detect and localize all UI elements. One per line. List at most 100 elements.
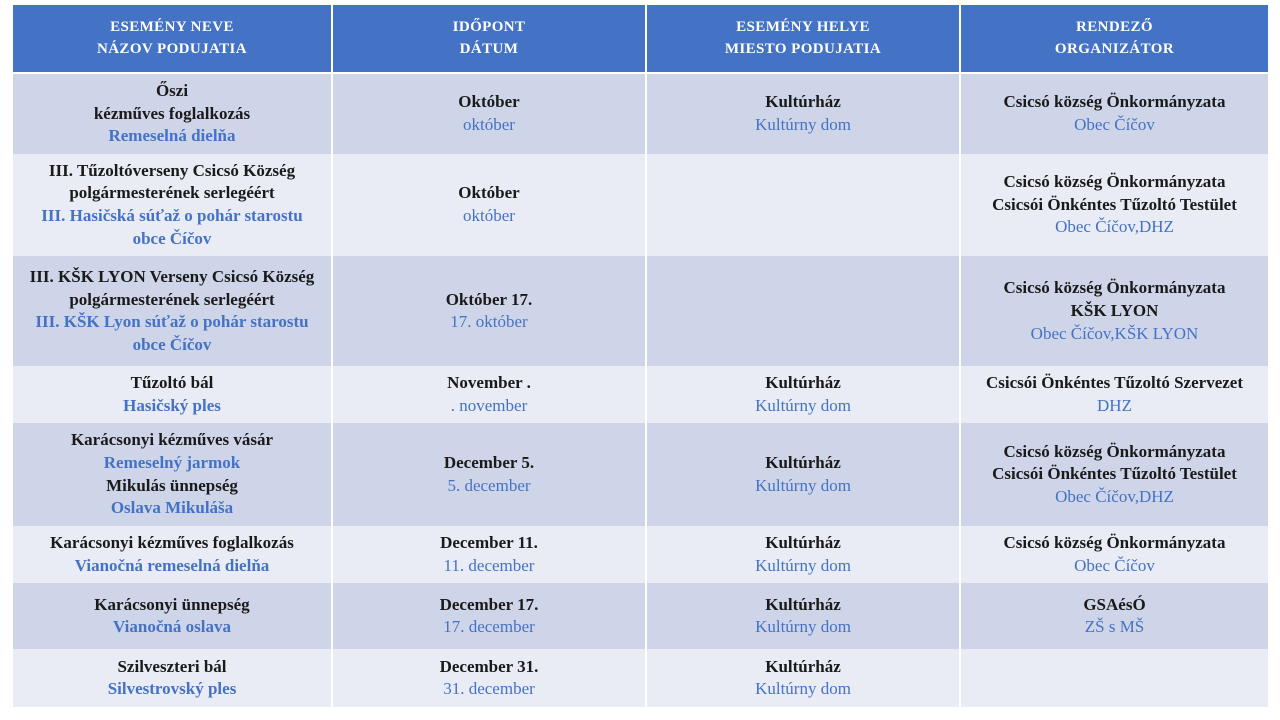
- event-name-cell: Karácsonyi kézműves vásár Remeselný jarmo…: [13, 423, 331, 526]
- event-place-cell-hu-text: Kultúrház: [765, 656, 841, 676]
- col-header-place-sk: MIESTO PODUJATIA: [724, 40, 882, 57]
- event-organizer-cell-hu-text: Csicsó község Önkormányzata: [1003, 278, 1226, 298]
- table-row: Karácsonyi ünnepség Vianočná oslava Decemb…: [13, 583, 1268, 650]
- event-date-cell-sk-text: 5. december: [447, 475, 531, 495]
- event-name-cell-hu-text: Karácsonyi kézműves foglalkozás: [50, 532, 294, 552]
- table-body: Őszi kézműves foglalkozás Remeselná dielňa…: [13, 74, 1268, 708]
- table-row: III. Tűzoltóverseny Csicsó Község polgár…: [13, 153, 1268, 257]
- event-organizer-cell: Csicsó község Önkormányzata Obec Číčov: [961, 74, 1268, 154]
- event-date-cell-hu-text: December 31.: [439, 656, 539, 676]
- event-name-cell-hu-text: Tűzoltó bál: [130, 373, 214, 393]
- events-table: ESEMÉNY NEVE NÁZOV PODUJATIA IDŐPONT DÁT…: [13, 5, 1268, 708]
- event-name-cell-hu-text: Őszi: [155, 81, 189, 100]
- event-date-cell: Október október: [333, 74, 645, 154]
- event-organizer-cell-sk-text: Obec Číčov,DHZ: [1055, 487, 1174, 506]
- event-name-cell: Tűzoltó bál Hasičský ples: [13, 366, 331, 424]
- event-place-cell-sk-text: Kultúrny dom: [755, 395, 851, 415]
- event-organizer-cell-hu-text: Csicsói Önkéntes Tűzoltó Testület: [992, 464, 1237, 484]
- event-organizer-cell-hu-text: Csicsó község Önkormányzata: [1003, 172, 1226, 192]
- event-organizer-cell-sk-text: Obec Číčov: [1074, 114, 1155, 134]
- event-place-cell: Kultúrház Kultúrny dom: [647, 366, 959, 424]
- event-name-cell-hu-text: III. Tűzoltóverseny Csicsó Község polgár…: [48, 160, 296, 203]
- event-date-cell-hu-text: December 11.: [440, 532, 538, 552]
- event-date-cell: December 31. 31. december: [333, 649, 645, 708]
- event-date-cell-hu-text: Október 17.: [445, 289, 533, 309]
- event-organizer-cell: [961, 649, 1268, 708]
- event-name-cell-sk-text: Silvestrovský ples: [107, 679, 237, 699]
- event-date-cell: Október 17. 17. október: [333, 256, 645, 367]
- event-name-cell: III. Tűzoltóverseny Csicsó Község polgár…: [13, 153, 331, 257]
- event-organizer-cell-sk-text: DHZ: [1097, 395, 1132, 415]
- event-organizer-cell: Csicsó község Önkormányzata KŠK LYON Obec …: [961, 256, 1268, 367]
- event-place-cell-sk-text: Kultúrny dom: [755, 555, 851, 575]
- event-name-cell-sk-text: Remeselný jarmok: [103, 453, 241, 473]
- event-place-cell-hu-text: Kultúrház: [765, 594, 841, 614]
- event-organizer-cell-sk-text: Obec Číčov: [1074, 555, 1155, 575]
- event-organizer-cell-hu-text: GSAésÓ: [1083, 594, 1146, 614]
- event-place-cell-hu-text: Kultúrház: [765, 453, 841, 473]
- event-organizer-cell-sk-text: Obec Číčov,KŠK LYON: [1030, 323, 1199, 343]
- table-row: Őszi kézműves foglalkozás Remeselná dielňa…: [13, 74, 1268, 154]
- event-place-cell-hu-text: Kultúrház: [765, 92, 841, 112]
- event-date-cell: December 11. 11. december: [333, 525, 645, 584]
- col-header-event-name-hu: ESEMÉNY NEVE: [110, 18, 234, 35]
- event-organizer-cell-sk-text: ZŠ s MŠ: [1084, 617, 1145, 637]
- event-place-cell: Kultúrház Kultúrny dom: [647, 525, 959, 584]
- event-place-cell-sk-text: Kultúrny dom: [755, 475, 851, 495]
- event-date-cell-hu-text: Október: [458, 92, 520, 112]
- event-date-cell-sk-text: 17. december: [443, 617, 535, 637]
- event-date-cell-sk-text: október: [463, 114, 515, 134]
- col-header-date-sk: DÁTUM: [459, 40, 519, 57]
- event-date-cell-sk-text: 11. december: [443, 555, 535, 575]
- col-header-date: IDŐPONT DÁTUM: [333, 5, 645, 72]
- col-header-organizer-sk: ORGANIZÁTOR: [1054, 40, 1175, 57]
- event-date-cell-hu-text: Október: [458, 183, 520, 203]
- event-date-cell-hu-text: December 17.: [439, 594, 539, 614]
- event-name-cell-sk-text: Vianočná oslava: [113, 617, 231, 637]
- event-organizer-cell-hu-text: Csicsó község Önkormányzata: [1003, 92, 1226, 112]
- event-place-cell: [647, 256, 959, 367]
- event-place-cell: Kultúrház Kultúrny dom: [647, 649, 959, 708]
- event-organizer-cell: Csicsó község Önkormányzata Csicsói Önkén…: [961, 153, 1268, 257]
- event-date-cell: December 5. 5. december: [333, 423, 645, 526]
- event-date-cell: November .. november: [333, 366, 645, 424]
- event-name-cell-sk-text: III. Hasičská súťaž o pohár starostu obc…: [41, 206, 303, 248]
- event-name-cell: III. KŠK LYON Verseny Csicsó Község polg…: [13, 256, 331, 367]
- event-date-cell: Október október: [333, 153, 645, 257]
- table-row: Tűzoltó bál Hasičský ples November .. nove…: [13, 366, 1268, 424]
- table-row: Karácsonyi kézműves vásár Remeselný jarmo…: [13, 423, 1268, 526]
- event-name-cell-sk-text: Oslava Mikuláša: [110, 498, 234, 518]
- table-header: ESEMÉNY NEVE NÁZOV PODUJATIA IDŐPONT DÁT…: [13, 5, 1268, 72]
- event-date-cell-hu-text: December 5.: [443, 453, 535, 473]
- event-name-cell: Szilveszteri bál Silvestrovský ples: [13, 649, 331, 708]
- event-place-cell: [647, 153, 959, 257]
- event-name-cell-sk-text: Remeselná dielňa: [108, 126, 236, 146]
- col-header-place: ESEMÉNY HELYE MIESTO PODUJATIA: [647, 5, 959, 72]
- event-organizer-cell: Csicsó község Önkormányzata Csicsói Önkén…: [961, 423, 1268, 526]
- event-organizer-cell: Csicsói Önkéntes Tűzoltó Szervezet DHZ: [961, 366, 1268, 424]
- event-name-cell-sk-text: Vianočná remeselná dielňa: [74, 555, 270, 575]
- event-name-cell-hu-text: Szilveszteri bál: [117, 656, 227, 676]
- event-date-cell-hu-text: November .: [447, 373, 531, 393]
- event-organizer-cell: Csicsó község Önkormányzata Obec Číčov: [961, 525, 1268, 584]
- event-date-cell: December 17. 17. december: [333, 583, 645, 650]
- event-place-cell: Kultúrház Kultúrny dom: [647, 74, 959, 154]
- event-name-cell: Karácsonyi ünnepség Vianočná oslava: [13, 583, 331, 650]
- event-date-cell-sk-text: október: [463, 206, 515, 226]
- event-place-cell-hu-text: Kultúrház: [765, 532, 841, 552]
- event-name-cell-hu-text: III. KŠK LYON Verseny Csicsó Község polg…: [29, 267, 315, 309]
- event-name-cell-hu-text: kézműves foglalkozás: [93, 103, 251, 123]
- col-header-event-name-sk: NÁZOV PODUJATIA: [96, 40, 248, 57]
- event-name-cell-hu-text: Mikulás ünnepség: [106, 475, 238, 495]
- event-organizer-cell-hu-text: Csicsó község Önkormányzata: [1003, 441, 1226, 461]
- col-header-organizer-hu: RENDEZŐ: [1076, 18, 1153, 35]
- event-name-cell-sk-text: Hasičský ples: [123, 395, 221, 415]
- event-organizer-cell: GSAésÓ ZŠ s MŠ: [961, 583, 1268, 650]
- event-place-cell: Kultúrház Kultúrny dom: [647, 583, 959, 650]
- event-organizer-cell-hu-text: Csicsói Önkéntes Tűzoltó Szervezet: [985, 373, 1243, 393]
- header-row: ESEMÉNY NEVE NÁZOV PODUJATIA IDŐPONT DÁT…: [13, 5, 1268, 72]
- event-place-cell-sk-text: Kultúrny dom: [755, 679, 851, 699]
- event-organizer-cell-hu-text: Csicsó község Önkormányzata: [1003, 532, 1226, 552]
- event-organizer-cell-sk-text: Obec Číčov,DHZ: [1055, 217, 1174, 237]
